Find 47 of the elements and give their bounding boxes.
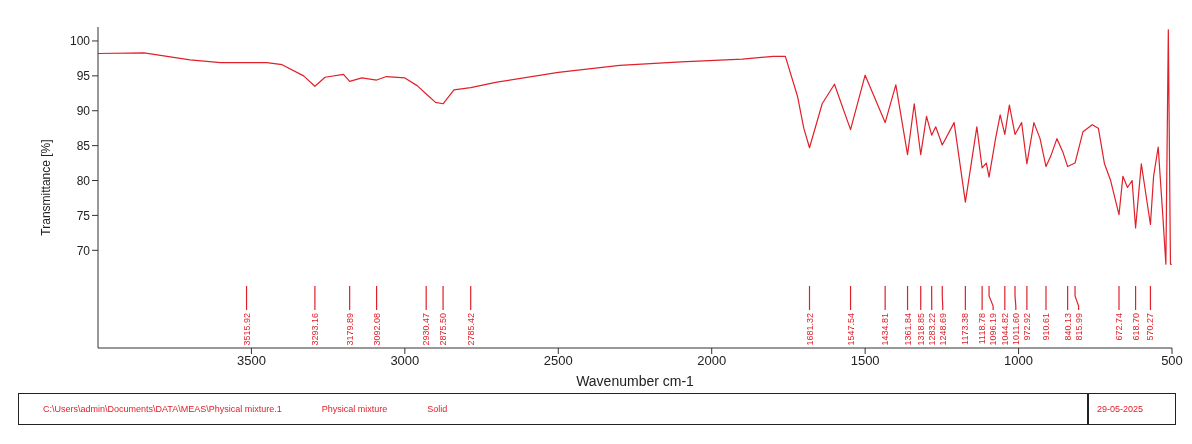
text: Physical mixture — [321, 404, 388, 414]
x-tick-label: 1000 — [1004, 353, 1034, 369]
x-tick-label: 500 — [1161, 353, 1183, 369]
x-tick-label: 1500 — [850, 353, 880, 369]
text: 29-05-2025 — [1087, 394, 1175, 424]
ref-line-label: 2875.50 — [438, 313, 449, 346]
ref-line-label: 910.61 — [1041, 313, 1051, 341]
ref-line-label: 815.99 — [1073, 313, 1084, 341]
ref-line-label: 1044.82 — [999, 313, 1010, 346]
x-tick-label: 2000 — [697, 353, 727, 369]
y-tick-label: 85 — [76, 138, 91, 153]
ref-line-label: 1011.60 — [1010, 313, 1021, 345]
y-tick-label: 100 — [69, 34, 91, 49]
ref-line-label: 840.13 — [1062, 313, 1073, 341]
ref-line-label: 1681.32 — [804, 313, 815, 346]
ref-line-label: 672.74 — [1113, 313, 1124, 341]
text: C:\Users\admin\Documents\DATA\MEAS\Physical mixture.1 — [43, 404, 282, 414]
ref-line-label: 3515.92 — [241, 313, 252, 346]
text: Solid — [427, 404, 448, 414]
x-tick-label: 2500 — [543, 353, 573, 369]
y-tick-label: 70 — [76, 243, 91, 258]
ref-line-label: 1434.81 — [880, 313, 891, 346]
ref-line-label: 1248.69 — [937, 313, 948, 346]
x-tick-label: 3500 — [236, 353, 266, 369]
y-tick-label: 90 — [76, 104, 91, 118]
ref-line-label: 1361.84 — [902, 313, 913, 346]
ref-line-label: 1547.54 — [845, 313, 856, 346]
ref-line-label: 1318.85 — [915, 313, 926, 346]
ref-line-label: 2930.47 — [421, 313, 432, 346]
x-axis-title: Wavenumber cm-1 — [576, 373, 695, 389]
ref-line-label: 1096.19 — [988, 313, 999, 346]
line-series — [98, 29, 1172, 265]
ref-line-label: 2785.42 — [465, 313, 476, 346]
ref-line-label: 3179.89 — [344, 313, 355, 346]
ref-line-label: 972.92 — [1021, 313, 1032, 341]
ref-line-label: 3293.16 — [309, 313, 320, 346]
ref-line-label: 1173.38 — [960, 313, 971, 345]
y-axis-title: Transmittance [%] — [39, 139, 54, 236]
ref-line-label: 570.27 — [1145, 313, 1156, 341]
ref-line-label: 1118.78 — [977, 313, 988, 345]
ref-line-label: 3092.08 — [371, 313, 382, 346]
x-tick-label: 3000 — [390, 353, 420, 369]
y-tick-label: 75 — [76, 208, 91, 223]
ref-line-label: 1283.22 — [926, 313, 937, 346]
y-tick-label: 95 — [76, 69, 91, 84]
y-tick-label: 80 — [76, 173, 91, 188]
ref-line-label: 618.70 — [1130, 313, 1141, 341]
